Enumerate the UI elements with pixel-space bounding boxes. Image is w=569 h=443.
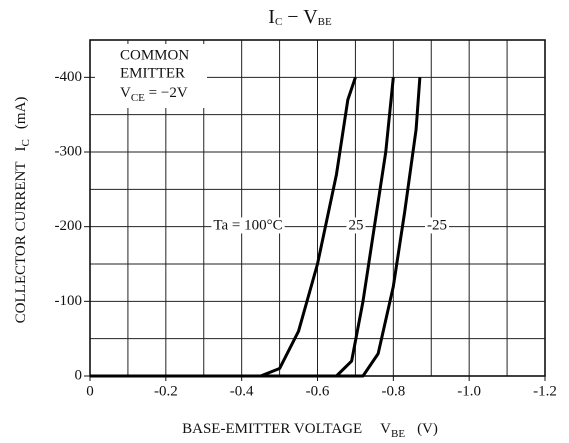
- series-label-bg: [425, 217, 449, 234]
- series-label: -25: [427, 217, 447, 233]
- x-tick-label: -0.2: [154, 383, 178, 399]
- series-label: 25: [349, 217, 364, 233]
- annotation: EMITTER: [120, 65, 185, 81]
- annotation: VCE = −2V: [120, 85, 188, 103]
- y-tick-label: -400: [55, 69, 83, 85]
- x-tick-label: -1.0: [457, 383, 481, 399]
- series-label-bg: [211, 217, 285, 234]
- x-tick-label: -0.6: [306, 383, 330, 399]
- x-tick-label: -0.4: [230, 383, 254, 399]
- annotation-bg: [95, 44, 207, 108]
- x-tick-label: -1.2: [533, 383, 557, 399]
- y-tick-label: -100: [55, 293, 83, 309]
- series-label: Ta = 100°C: [213, 217, 282, 233]
- y-tick-label: -300: [55, 143, 83, 159]
- y-tick-label: 0: [75, 367, 83, 383]
- y-tick-label: -200: [55, 218, 83, 234]
- x-axis-label: BASE-EMITTER VOLTAGE VBE (V): [182, 421, 438, 439]
- chart-title: IC − VBE: [268, 6, 332, 28]
- series-label-bg: [346, 217, 366, 234]
- y-axis-label: COLLECTOR CURRENTIC(mA): [13, 97, 31, 324]
- annotation: COMMON: [120, 47, 189, 63]
- x-tick-label: -0.8: [381, 383, 405, 399]
- curve: [90, 77, 422, 378]
- x-tick-label: 0: [86, 383, 94, 399]
